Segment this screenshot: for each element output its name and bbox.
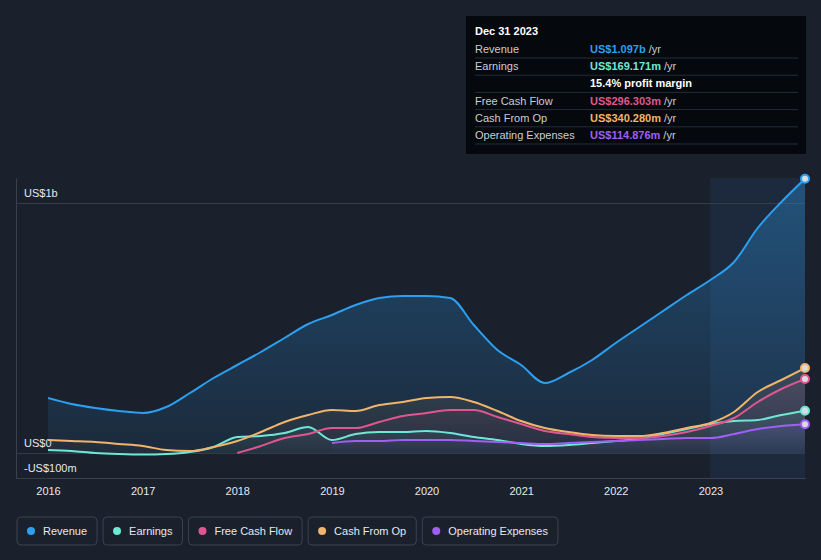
legend-item[interactable]: Operating Expenses	[422, 517, 558, 545]
x-tick-label: 2018	[226, 485, 250, 497]
x-tick-label: 2022	[604, 485, 628, 497]
legend-button[interactable]	[308, 517, 416, 545]
tooltip-separator	[475, 126, 798, 127]
background	[0, 0, 821, 560]
legend-label[interactable]: Operating Expenses	[448, 525, 548, 537]
plot-area	[48, 179, 805, 455]
x-tick: 2020	[415, 478, 439, 497]
tooltip-value: US$340.280m/yr	[590, 112, 677, 124]
tooltip-separator	[475, 144, 798, 145]
x-tick: 2017	[131, 478, 155, 497]
tooltip-value-text: US$114.876m	[590, 129, 661, 141]
legend-button[interactable]	[103, 517, 182, 545]
tooltip-suffix: /yr	[664, 112, 677, 124]
tooltip-value-text: US$1.097b	[590, 43, 646, 55]
series-line	[48, 411, 805, 455]
tooltip-value-text: US$340.280m	[590, 112, 661, 124]
tooltip-label: Earnings	[475, 60, 519, 72]
legend-button[interactable]	[17, 517, 97, 545]
x-tick: 2022	[604, 478, 628, 497]
end-points	[801, 175, 809, 429]
chart: -US$100m US$0 US$1b 2016 2017 2018 2019 2020 202…	[0, 0, 821, 560]
x-tick: 2019	[320, 478, 344, 497]
legend-label[interactable]: Earnings	[129, 525, 173, 537]
legend-swatch	[198, 527, 206, 535]
tooltip-suffix: /yr	[663, 129, 676, 141]
legend-item[interactable]: Revenue	[17, 517, 97, 545]
tooltip-separator	[475, 92, 798, 93]
y-axis-line	[16, 179, 17, 479]
tooltip-value-text: US$296.303m	[590, 95, 661, 107]
y-tick-label: US$1b	[24, 187, 58, 199]
end-point	[801, 175, 809, 183]
y-tick: -US$100m	[16, 462, 805, 479]
legend-swatch	[432, 527, 440, 535]
tooltip-suffix: /yr	[664, 60, 677, 72]
y-tick-label: US$0	[24, 437, 52, 449]
x-tick: 2021	[509, 478, 533, 497]
legend-label[interactable]: Cash From Op	[334, 525, 406, 537]
y-axis: -US$100m US$0 US$1b	[16, 179, 805, 479]
series-area	[332, 424, 805, 453]
y-tick: US$1b	[16, 187, 805, 204]
legend: Revenue Earnings Free Cash Flow Cash From O…	[17, 517, 558, 545]
y-tick-label: -US$100m	[24, 462, 77, 474]
legend-item[interactable]: Free Cash Flow	[188, 517, 302, 545]
tooltip-box	[466, 16, 806, 154]
tooltip-value: US$114.876m/yr	[590, 129, 676, 141]
x-tick-label: 2020	[415, 485, 439, 497]
legend-swatch	[318, 527, 326, 535]
grid-line	[16, 478, 805, 479]
tooltip-label: Operating Expenses	[475, 129, 575, 141]
tooltip-value: US$296.303m/yr	[590, 95, 677, 107]
tooltip-value-text: 15.4% profit margin	[590, 77, 692, 89]
tooltip-label: Cash From Op	[475, 112, 547, 124]
tooltip-label: Revenue	[475, 43, 519, 55]
x-tick-label: 2019	[320, 485, 344, 497]
x-axis: 2016 2017 2018 2019 2020 2021 2022 2023	[36, 478, 805, 497]
legend-item[interactable]: Earnings	[103, 517, 182, 545]
legend-label[interactable]: Free Cash Flow	[214, 525, 292, 537]
tooltip-separator	[475, 109, 798, 110]
series-area	[48, 368, 805, 453]
end-point	[801, 364, 809, 372]
x-tick: 2023	[699, 478, 723, 497]
series-line	[48, 179, 805, 413]
x-tick-label: 2021	[509, 485, 533, 497]
end-point	[801, 420, 809, 428]
end-point	[801, 375, 809, 383]
tooltip-value: US$169.171m/yr	[590, 60, 677, 72]
legend-button[interactable]	[422, 517, 558, 545]
tooltip-suffix: /yr	[664, 95, 677, 107]
grid-line	[16, 203, 805, 204]
tooltip-value: US$1.097b/yr	[590, 43, 661, 55]
tooltip-date: Dec 31 2023	[475, 25, 538, 37]
series-area	[48, 179, 805, 453]
tooltip-separator	[475, 75, 798, 76]
legend-button[interactable]	[188, 517, 302, 545]
x-tick: 2018	[226, 478, 250, 497]
legend-label[interactable]: Revenue	[43, 525, 87, 537]
series-line	[332, 424, 805, 444]
tooltip-suffix: /yr	[649, 43, 662, 55]
tooltip-value: 15.4% profit margin	[590, 77, 692, 89]
legend-item[interactable]: Cash From Op	[308, 517, 416, 545]
end-point	[801, 407, 809, 415]
series-line	[48, 368, 805, 451]
x-tick: 2016	[36, 478, 60, 497]
x-axis-line	[49, 478, 806, 479]
tooltip: Dec 31 2023 Revenue US$1.097b/yr Earnings US…	[466, 16, 806, 154]
x-tick-label: 2017	[131, 485, 155, 497]
legend-swatch	[27, 527, 35, 535]
x-tick-label: 2023	[699, 485, 723, 497]
tooltip-separator	[475, 58, 798, 59]
tooltip-label: Free Cash Flow	[475, 95, 553, 107]
tooltip-value-text: US$169.171m	[590, 60, 661, 72]
legend-swatch	[113, 527, 121, 535]
x-tick-label: 2016	[36, 485, 60, 497]
series-line	[237, 379, 805, 453]
